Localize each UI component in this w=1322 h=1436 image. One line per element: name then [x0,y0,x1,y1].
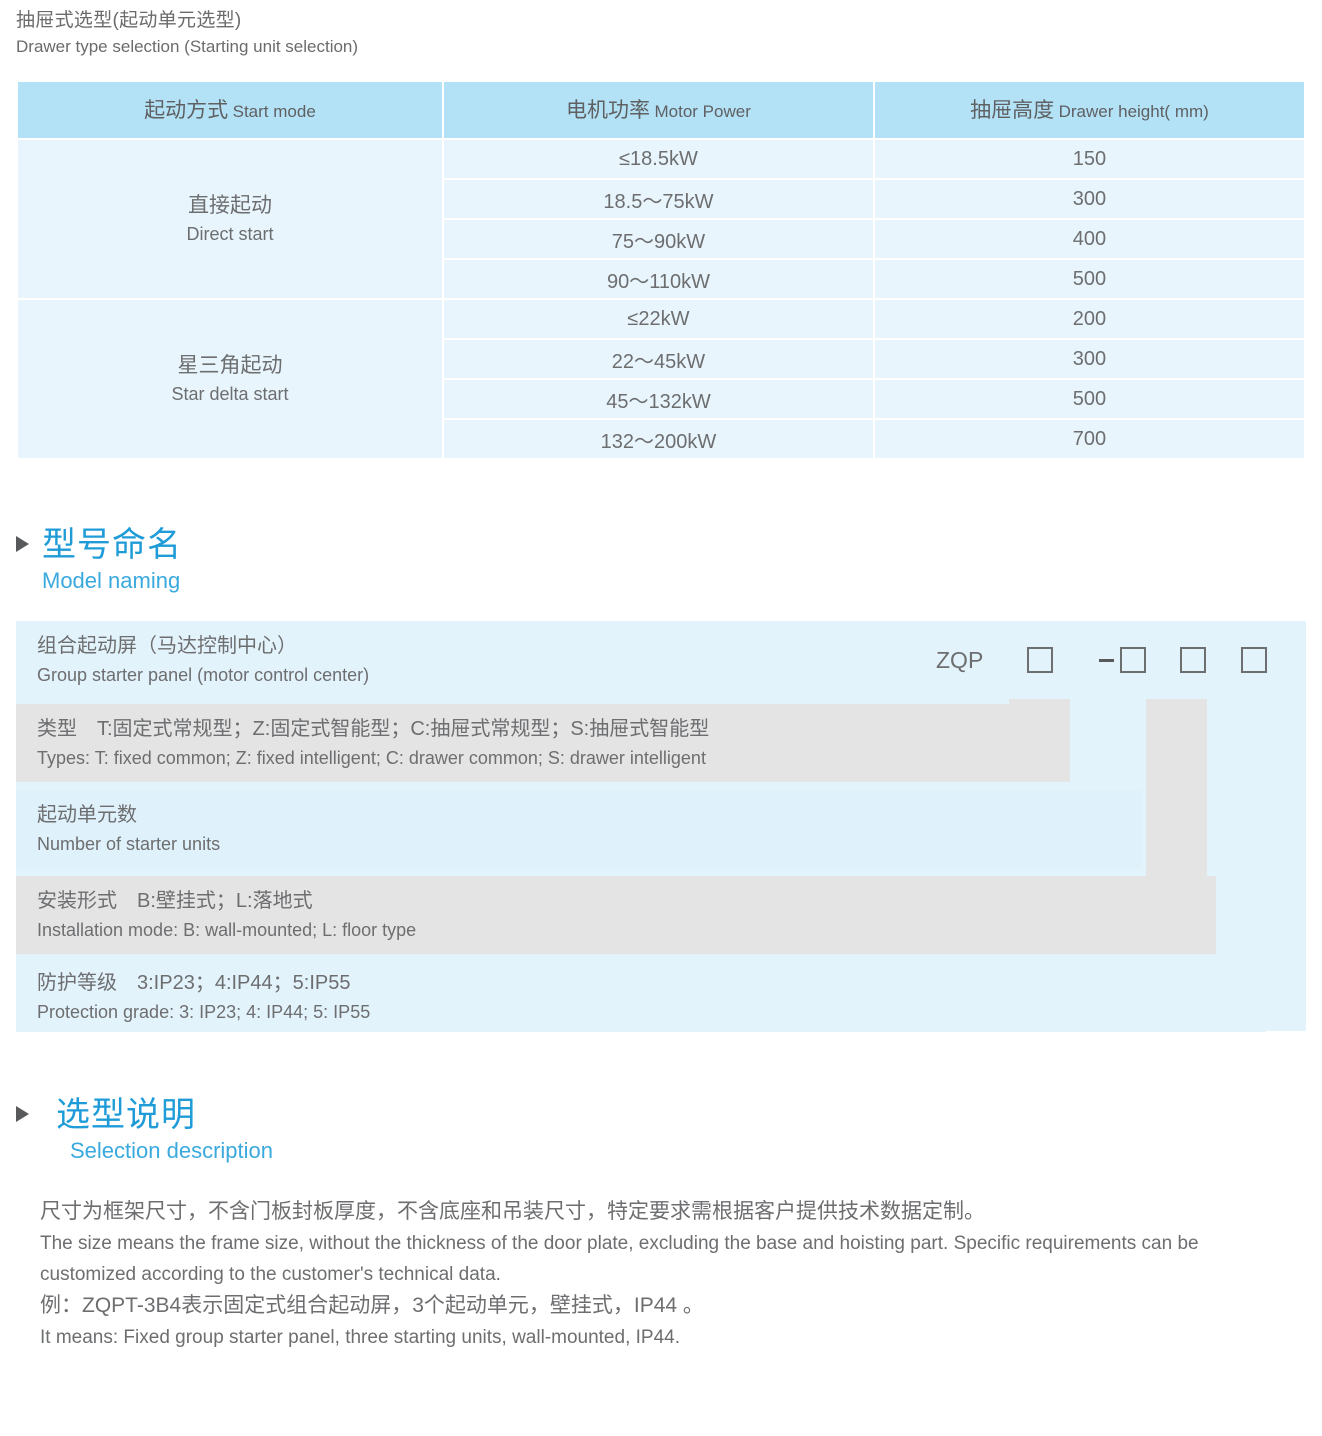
column-header-start-mode-cn: 起动方式 [144,98,229,122]
drawer-height-value: 400 [874,220,1304,258]
naming-row-product: 组合起动屏（马达控制中心） Group starter panel (motor… [16,621,1306,699]
motor-power-value: 45～132kW [443,380,873,418]
naming-row-installation-en: Installation mode: B: wall-mounted; L: f… [37,920,417,940]
drawer-selection-caption: 抽屉式选型(起动单元选型) Drawer type selection (Sta… [16,8,916,60]
description-line-4-en: It means: Fixed group starter panel, thr… [40,1327,680,1348]
start-mode-star-delta-en: Star delta start [171,384,289,404]
naming-row-product-en: Group starter panel (motor control cente… [37,665,370,685]
table-row: 45～132kW 500 [18,380,1304,418]
column-header-drawer-height-en: Drawer height( mm) [1058,101,1209,121]
column-header-motor-power: 电机功率 Motor Power [443,82,873,138]
checkbox-icon[interactable] [1026,647,1053,673]
naming-row-unit-count-en: Number of starter units [37,834,221,854]
drawer-height-value: 500 [874,260,1304,298]
column-header-start-mode: 起动方式 Start mode [18,82,442,138]
naming-row-protection-cn: 防护等级 3:IP23；4:IP44；5:IP55 [37,972,351,994]
motor-power-value: 75～90kW [443,220,873,258]
table-row: 星三角起动 Star delta start ≤22kW 200 [18,300,1304,458]
triangle-bullet-icon [16,1106,29,1122]
dash-icon [1099,658,1114,662]
description-line-1-cn: 尺寸为框架尺寸，不含门板封板厚度，不含底座和吊装尺寸，特定要求需根据客户提供技术… [40,1200,985,1223]
column-header-motor-power-en: Motor Power [654,101,751,121]
selection-description-heading: 选型说明 Selection description [16,1095,273,1167]
checkbox-icon[interactable] [1179,647,1206,673]
selection-description-heading-cn: 选型说明 [56,1096,196,1134]
drawer-selection-table: 起动方式 Start mode 电机功率 Motor Power 抽屉高度 Dr… [16,80,1306,460]
motor-power-value: 90～110kW [443,260,873,298]
description-line-3-cn: 例：ZQPT-3B4表示固定式组合起动屏，3个起动单元，壁挂式，IP44 。 [40,1294,704,1317]
motor-power-value: 132～200kW [443,420,873,458]
start-mode-cell-star-delta: 星三角起动 Star delta start [18,300,442,458]
table-row: 18.5～75kW 300 [18,180,1304,218]
drawer-height-value: 200 [874,300,1304,338]
naming-row-installation-cn: 安装形式 B:壁挂式；L:落地式 [37,890,313,912]
motor-power-value: 18.5～75kW [443,180,873,218]
checkbox-icon[interactable] [1240,647,1267,673]
motor-power-value: 22～45kW [443,340,873,378]
table-header: 起动方式 Start mode 电机功率 Motor Power 抽屉高度 Dr… [18,82,1304,138]
model-code-slot-protection[interactable] [1223,637,1284,683]
selection-description-body: 尺寸为框架尺寸，不含门板封板厚度，不含底座和吊装尺寸，特定要求需根据客户提供技术… [40,1196,1290,1353]
model-naming-heading-en: Model naming [42,568,181,593]
drawer-height-value: 300 [874,180,1304,218]
column-header-drawer-height-cn: 抽屉高度 [970,98,1055,122]
naming-row-types-en: Types: T: fixed common; Z: fixed intelli… [37,748,706,768]
selection-description-heading-en: Selection description [70,1138,274,1163]
model-code-slot-installation[interactable] [1162,637,1223,683]
start-mode-direct-en: Direct start [186,224,274,244]
model-code-slot-type[interactable] [1009,637,1070,683]
model-code-prefix: ZQP [936,647,984,673]
table-header-row: 起动方式 Start mode 电机功率 Motor Power 抽屉高度 Dr… [18,82,1304,138]
model-code-slot-unit-count[interactable] [1070,637,1162,683]
naming-row-types-cn: 类型 T:固定式常规型；Z:固定式智能型；C:抽屉式常规型；S:抽屉式智能型 [37,718,710,740]
start-mode-star-delta-cn: 星三角起动 [177,354,283,377]
drawer-selection-title-en: Drawer type selection (Starting unit sel… [16,37,359,56]
model-naming-diagram: 组合起动屏（马达控制中心） Group starter panel (motor… [16,621,1306,1032]
column-header-drawer-height: 抽屉高度 Drawer height( mm) [874,82,1304,138]
naming-row-product-cn: 组合起动屏（马达控制中心） [37,635,297,657]
model-naming-heading: 型号命名 Model naming [16,525,182,597]
model-naming-heading-cn: 型号命名 [42,526,182,564]
naming-row-unit-count: 起动单元数 Number of starter units [16,790,1141,868]
model-code-row: ZQP [936,637,1284,683]
checkbox-icon[interactable] [1120,647,1146,673]
naming-row-protection-en: Protection grade: 3: IP23; 4: IP44; 5: I… [37,1002,371,1022]
triangle-bullet-icon [16,536,29,552]
table-row: 90～110kW 500 [18,260,1304,298]
column-header-motor-power-cn: 电机功率 [566,98,651,122]
naming-row-protection: 防护等级 3:IP23；4:IP44；5:IP55 Protection gra… [16,962,1266,1032]
description-line-2-en: The size means the frame size, without t… [40,1233,1199,1285]
start-mode-cell-direct: 直接起动 Direct start [18,140,442,298]
table-row: 22～45kW 300 [18,340,1304,378]
drawer-height-value: 500 [874,380,1304,418]
drawer-selection-title-cn: 抽屉式选型(起动单元选型) [16,10,242,31]
column-header-start-mode-en: Start mode [232,101,316,121]
naming-row-types: 类型 T:固定式常规型；Z:固定式智能型；C:抽屉式常规型；S:抽屉式智能型 T… [16,704,1056,782]
table-row: 直接起动 Direct start ≤18.5kW 150 [18,140,1304,298]
table-row: 75～90kW 400 [18,220,1304,258]
drawer-height-value: 150 [874,140,1304,178]
table-body: 直接起动 Direct start ≤18.5kW 150 18.5～75kW … [18,140,1304,458]
motor-power-value: ≤22kW [443,300,873,338]
table-row: 132～200kW 700 [18,420,1304,458]
drawer-height-value: 700 [874,420,1304,458]
drawer-height-value: 300 [874,340,1304,378]
start-mode-direct-cn: 直接起动 [187,194,272,217]
naming-row-installation: 安装形式 B:壁挂式；L:落地式 Installation mode: B: w… [16,876,1216,954]
motor-power-value: ≤18.5kW [443,140,873,178]
naming-row-unit-count-cn: 起动单元数 [37,804,137,826]
